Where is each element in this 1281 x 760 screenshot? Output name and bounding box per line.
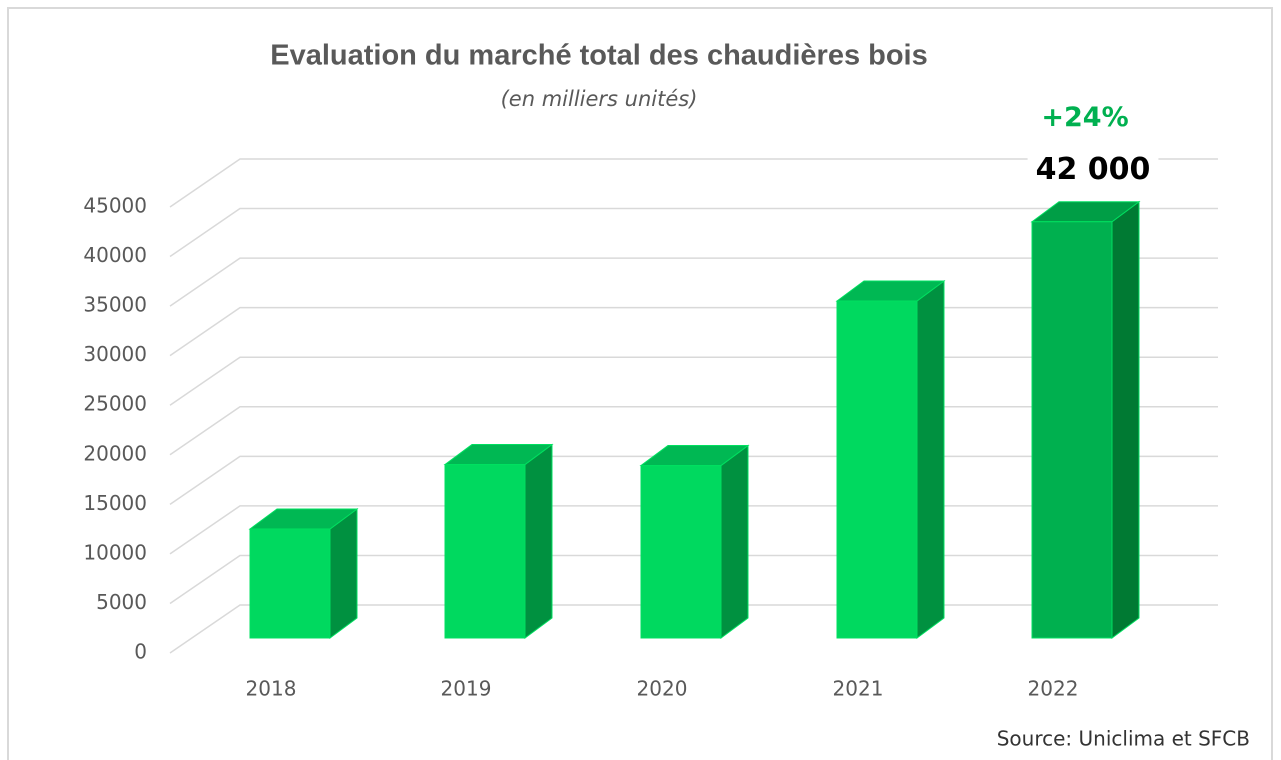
grid-line <box>169 158 1218 208</box>
value-label-bg <box>1027 150 1159 190</box>
y-tick-label: 10000 <box>83 540 147 564</box>
x-tick-label: 2021 <box>833 677 884 701</box>
annotation: +24% <box>1041 102 1128 133</box>
grid-line <box>169 257 1218 307</box>
y-tick-label: 0 <box>134 640 147 664</box>
bar <box>640 465 722 639</box>
y-tick-label: 15000 <box>83 491 147 515</box>
x-tick-label: 2022 <box>1028 677 1079 701</box>
y-tick-label: 35000 <box>83 293 147 317</box>
grid-line <box>169 207 1218 258</box>
x-tick-label: 2018 <box>246 677 297 701</box>
bar-side <box>720 444 749 639</box>
bar-side <box>916 280 945 639</box>
bar <box>1031 221 1113 639</box>
y-tick-label: 45000 <box>83 194 147 218</box>
bar-side <box>524 443 553 639</box>
x-tick-label: 2020 <box>637 677 688 701</box>
bar-side <box>329 507 358 639</box>
y-tick-label: 30000 <box>83 342 147 366</box>
y-tick-label: 5000 <box>96 590 147 614</box>
bar <box>836 300 918 639</box>
chart-subtitle: (en milliers unités) <box>501 87 698 111</box>
value-label: 42 000 <box>1036 152 1151 187</box>
y-tick-label: 25000 <box>83 392 147 416</box>
source: Source: Uniclima et SFCB <box>997 727 1250 751</box>
bar <box>249 528 331 639</box>
bar <box>444 464 526 639</box>
x-tick-label: 2019 <box>441 677 492 701</box>
chart-title: Evaluation du marché total des chaudière… <box>270 40 928 72</box>
bars: 42 000 +24% <box>248 102 1159 639</box>
y-tick-label: 20000 <box>83 441 147 465</box>
y-tick-label: 40000 <box>83 243 147 267</box>
bar-side <box>1111 200 1140 639</box>
